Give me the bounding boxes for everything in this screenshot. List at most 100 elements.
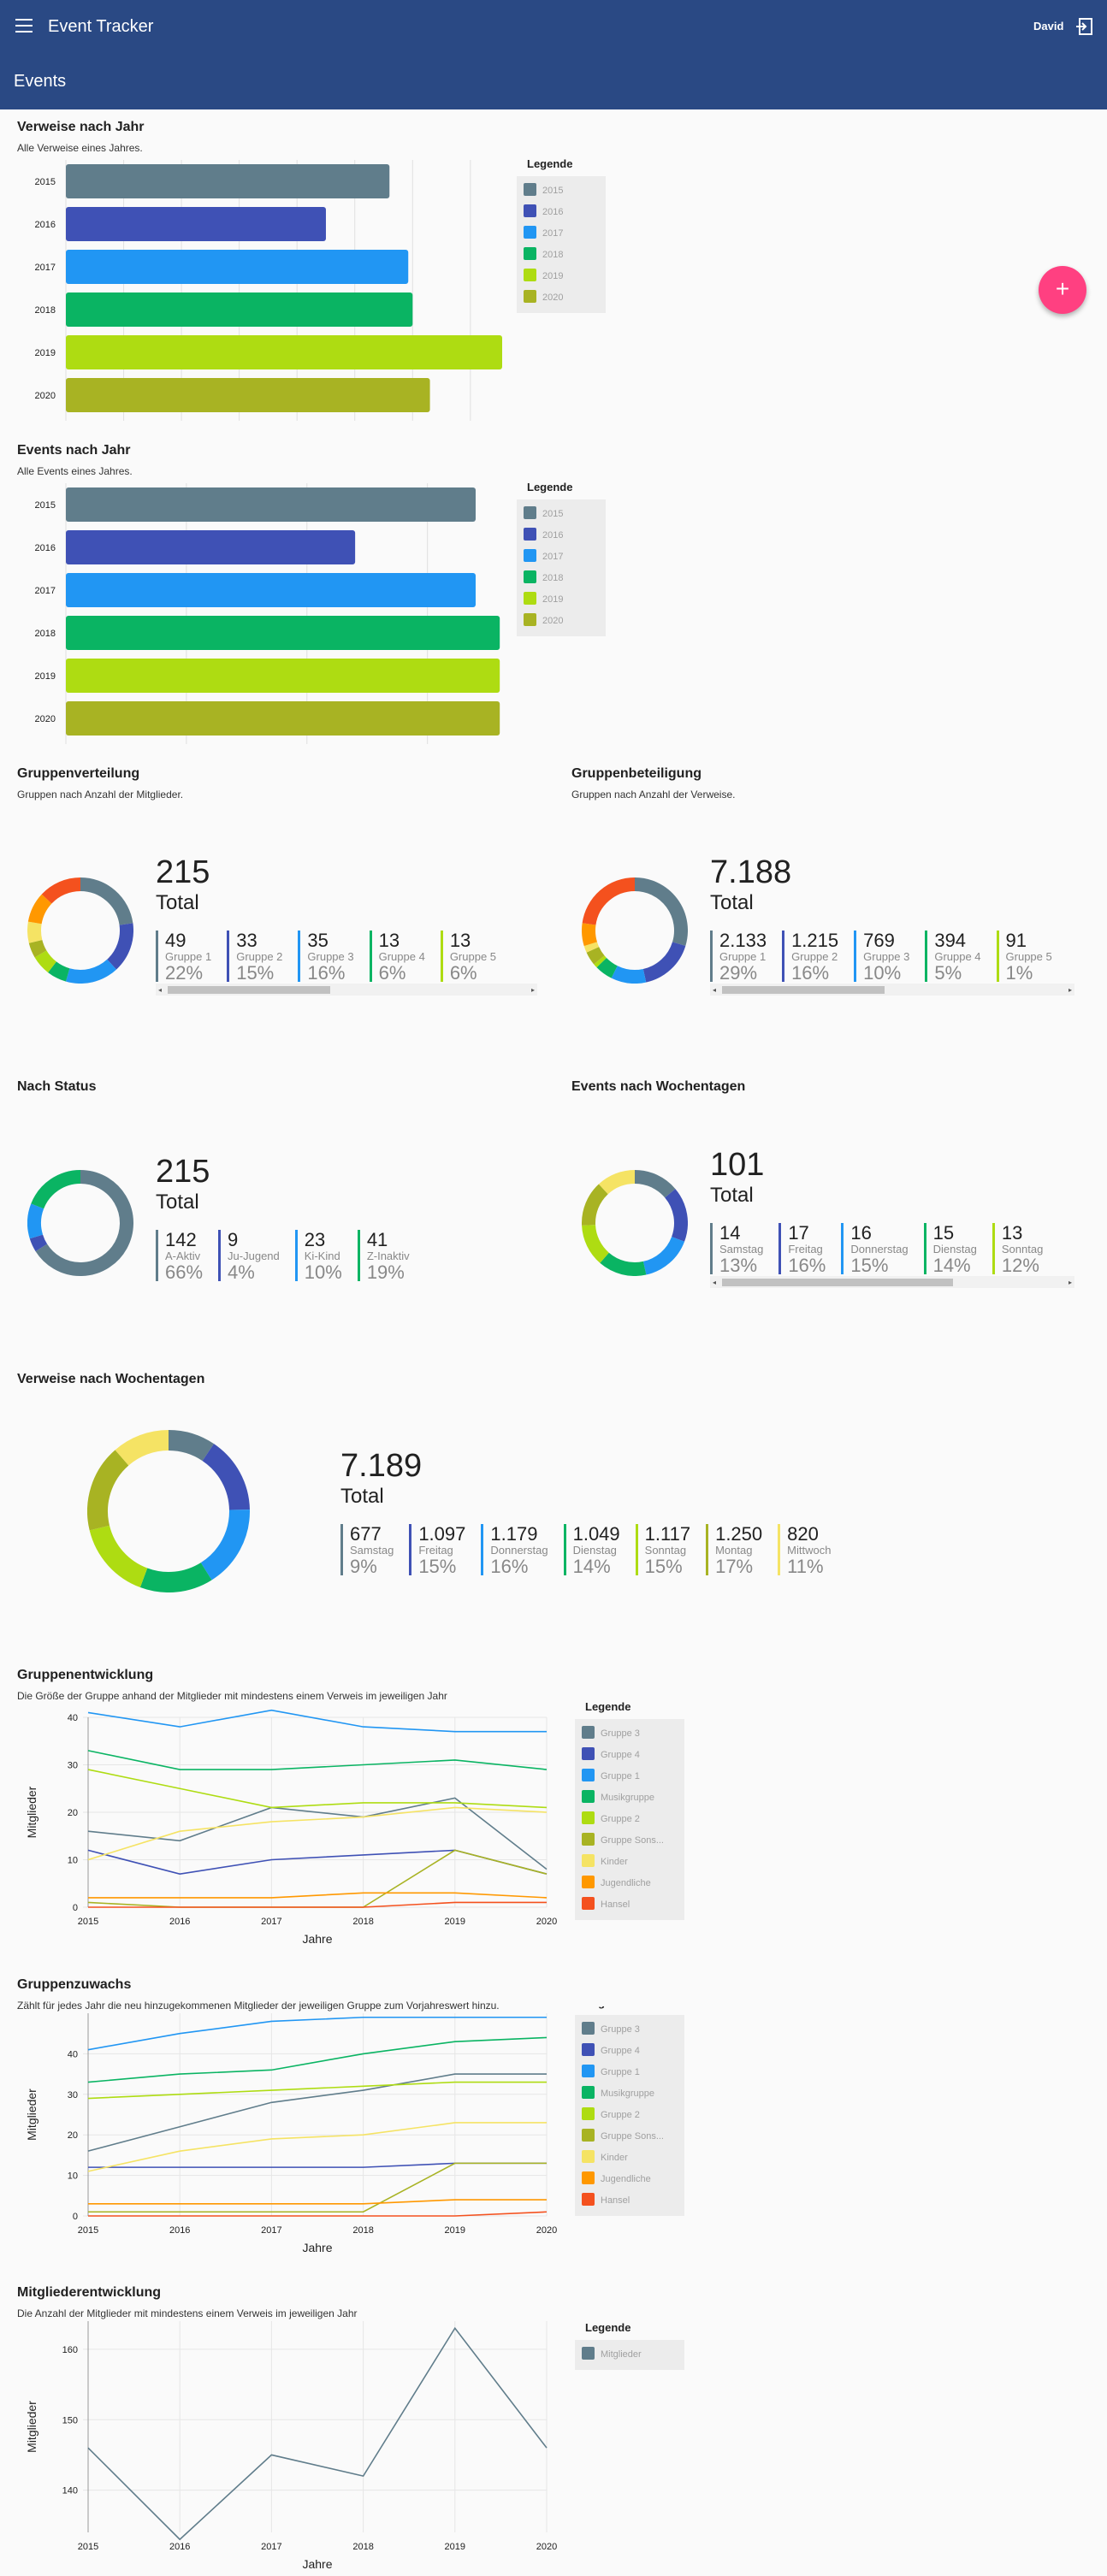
legend-swatch[interactable]: [582, 1769, 595, 1781]
scroll-left-icon[interactable]: ◂: [713, 1279, 717, 1286]
stat-label: Samstag: [350, 1544, 394, 1557]
scroll-left-icon[interactable]: ◂: [713, 986, 717, 994]
scroll-right-icon[interactable]: ▸: [1068, 1279, 1072, 1286]
legend-swatch[interactable]: [582, 1833, 595, 1846]
legend-swatch[interactable]: [582, 2171, 595, 2184]
donut-slice: [594, 955, 607, 968]
x-tick-label: 2015: [78, 2542, 98, 2552]
stat-value: 16: [850, 1223, 872, 1244]
legend-swatch[interactable]: [582, 1854, 595, 1867]
legend-swatch[interactable]: [582, 1897, 595, 1910]
stat-label: Gruppe 4: [934, 950, 981, 963]
legend-swatch[interactable]: [582, 2107, 595, 2120]
legend-swatch[interactable]: [524, 613, 536, 626]
legend-swatch[interactable]: [524, 269, 536, 281]
x-tick-label: 2020: [536, 2225, 557, 2236]
donut-slice: [611, 966, 647, 984]
scrollbar-thumb[interactable]: [722, 986, 885, 994]
legend-swatch[interactable]: [582, 2022, 595, 2035]
legend-swatch[interactable]: [524, 204, 536, 217]
legend-swatch[interactable]: [582, 2347, 595, 2360]
stat-item: 769 Gruppe 3 10%: [854, 931, 909, 982]
stat-items: 2.133 Gruppe 1 29% 1.215 Gruppe 2 16% 769 Grupp…: [710, 931, 1074, 982]
stat-items: 142 A-Aktiv 66% 9 Ju-Jugend 4% 23 Ki-Kind 10% 41 Z…: [156, 1230, 515, 1281]
total-label: Total: [710, 891, 754, 914]
donut-slice: [41, 877, 81, 904]
legend-swatch[interactable]: [582, 1726, 595, 1739]
section-verweise-nach-wochentagen: Verweise nach Wochentagen: [17, 1372, 530, 1387]
x-tick-label: 800: [289, 428, 305, 429]
horizontal-scrollbar[interactable]: ◂ ▸: [710, 984, 1074, 996]
stat-label: Dienstag: [572, 1544, 617, 1557]
scroll-right-icon[interactable]: ▸: [530, 986, 535, 994]
stat-item: 1.250 Montag 17%: [706, 1524, 762, 1575]
legend-swatch[interactable]: [524, 570, 536, 583]
legend-swatch[interactable]: [524, 183, 536, 196]
legend-swatch[interactable]: [524, 528, 536, 541]
donut-slice: [48, 961, 70, 982]
menu-icon[interactable]: [15, 19, 33, 34]
legend-swatch[interactable]: [582, 1811, 595, 1824]
legend-label: Gruppe Sons...: [601, 2131, 664, 2142]
x-tick-label: 5: [184, 752, 189, 753]
legend-swatch[interactable]: [582, 1876, 595, 1888]
donut-slice: [139, 1562, 212, 1592]
y-tick-label: 2016: [35, 543, 56, 553]
scrollbar-thumb[interactable]: [168, 986, 330, 994]
donut-slice: [582, 1224, 610, 1263]
y-tick-label: 2016: [35, 220, 56, 230]
x-tick-label: 400: [174, 428, 189, 429]
stat-item: 13 Gruppe 4 6%: [369, 931, 425, 982]
section-nach-status: Nach Status: [17, 1079, 530, 1095]
section-title: Verweise nach Jahr: [17, 120, 145, 134]
legend-swatch[interactable]: [524, 506, 536, 519]
legend-swatch[interactable]: [582, 2193, 595, 2206]
stat-item: 17 Freitag 16%: [778, 1223, 826, 1274]
x-tick-label: 600: [231, 428, 246, 429]
legend-swatch[interactable]: [582, 2043, 595, 2056]
x-tick-label: 2019: [445, 2542, 465, 2552]
legend-swatch[interactable]: [524, 290, 536, 303]
legend-swatch[interactable]: [582, 2150, 595, 2163]
scroll-right-icon[interactable]: ▸: [1068, 986, 1072, 994]
donut-slice: [582, 877, 636, 925]
add-event-button[interactable]: +: [1039, 266, 1086, 314]
legend-swatch[interactable]: [524, 549, 536, 562]
legend-swatch[interactable]: [582, 1790, 595, 1803]
horizontal-scrollbar[interactable]: ◂ ▸: [710, 1276, 1074, 1288]
stat-percent: 17%: [715, 1556, 754, 1576]
stat-label: Gruppe 1: [719, 950, 767, 963]
stat-item: 1.117 Sonntag 15%: [635, 1524, 690, 1575]
stat-label: Gruppe 3: [863, 950, 910, 963]
y-tick-label: 2020: [35, 714, 56, 724]
x-tick-label: 10: [302, 752, 312, 753]
y-tick-label: 2020: [35, 391, 56, 401]
legend-swatch[interactable]: [582, 2065, 595, 2077]
verweise-bar-chart: 0 200 400 600 800 1,000 1,200 1,400 2015 2016 2017…: [35, 157, 606, 429]
stat-label: Montag: [715, 1544, 753, 1557]
legend-swatch[interactable]: [582, 1747, 595, 1760]
section-gruppenbeteiligung: Gruppenbeteiligung Gruppen nach Anzahl d…: [571, 766, 1085, 801]
stat-label: Gruppe 4: [378, 950, 425, 963]
donut-slice: [87, 1450, 129, 1531]
scrollbar-thumb[interactable]: [722, 1279, 953, 1286]
x-tick-label: 2017: [261, 2225, 281, 2236]
legend-swatch[interactable]: [582, 2129, 595, 2142]
total-value: 7.189: [340, 1448, 423, 1484]
horizontal-scrollbar[interactable]: ◂ ▸: [156, 984, 537, 996]
logout-icon[interactable]: [1074, 17, 1093, 36]
stat-label: Sonntag: [644, 1544, 687, 1557]
donut-chart: [582, 1170, 688, 1276]
legend-swatch[interactable]: [524, 226, 536, 239]
bar: [66, 701, 500, 736]
scroll-left-icon[interactable]: ◂: [158, 986, 163, 994]
legend-swatch[interactable]: [524, 247, 536, 260]
app-bar: Event Tracker David Events: [0, 0, 1107, 109]
legend-swatch[interactable]: [524, 592, 536, 605]
section-subtitle: Zählt für jedes Jahr die neu hinzugekomm…: [17, 2000, 500, 2012]
section-title: Gruppenverteilung: [17, 766, 140, 781]
total-label: Total: [340, 1485, 384, 1508]
x-tick-label: 2018: [352, 1917, 373, 1927]
legend-swatch[interactable]: [582, 2086, 595, 2099]
x-tick-label: 15: [423, 752, 433, 753]
